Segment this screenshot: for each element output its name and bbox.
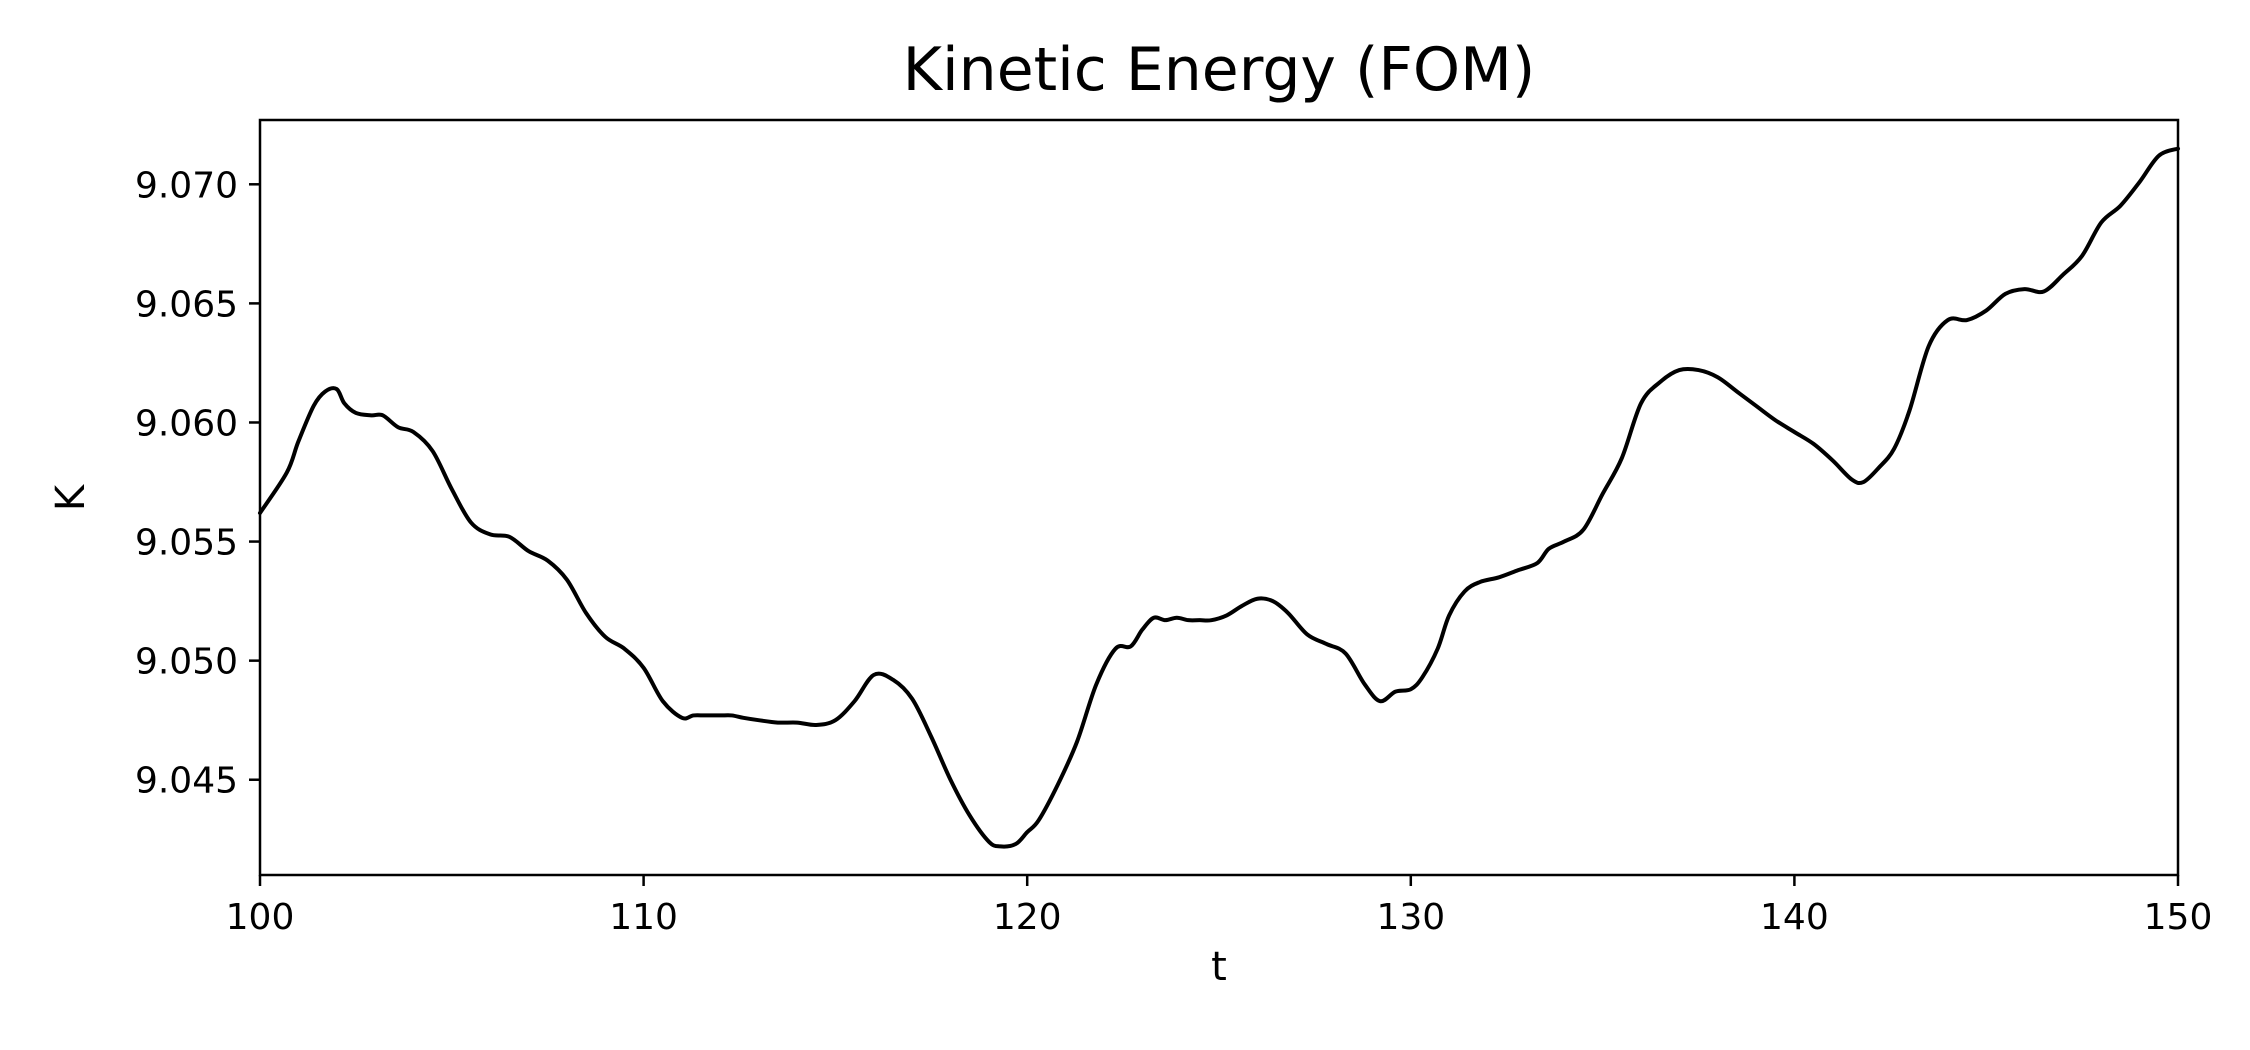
y-tick-label: 9.070 xyxy=(135,165,238,206)
x-axis-ticks: 100 110 120 130 140 150 xyxy=(226,875,2213,938)
x-tick-label: 120 xyxy=(993,897,1062,938)
series-line xyxy=(258,146,2180,849)
x-axis-label: t xyxy=(1211,944,1227,990)
y-tick-label: 9.065 xyxy=(135,284,238,325)
chart-title: Kinetic Energy (FOM) xyxy=(903,35,1536,105)
y-tick-label: 9.060 xyxy=(135,403,238,444)
x-tick-label: 140 xyxy=(1760,897,1829,938)
x-tick-label: 100 xyxy=(226,897,295,938)
x-tick-label: 110 xyxy=(609,897,678,938)
y-tick-label: 9.050 xyxy=(135,642,238,683)
y-tick-label: 9.055 xyxy=(135,523,238,564)
plot-area-frame xyxy=(258,118,2180,877)
y-axis-ticks: 9.045 9.050 9.055 9.060 9.065 9.070 xyxy=(135,165,260,802)
y-axis-label: K xyxy=(48,483,94,511)
y-tick-label: 9.045 xyxy=(135,761,238,802)
x-tick-label: 150 xyxy=(2144,897,2213,938)
x-tick-label: 130 xyxy=(1376,897,1445,938)
